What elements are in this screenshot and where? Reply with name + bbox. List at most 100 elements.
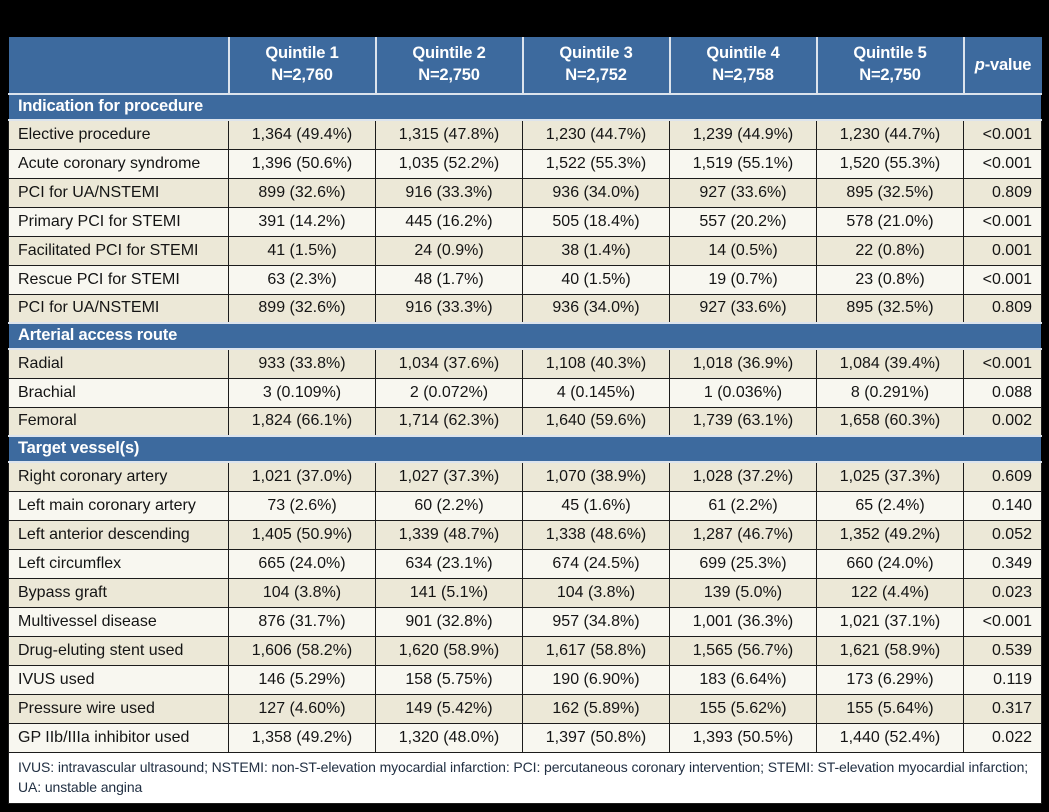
row-label: Facilitated PCI for STEMI (8, 235, 229, 266)
cell-value: 40 (1.5%) (522, 264, 670, 295)
cell-value: 1,352 (49.2%) (816, 519, 964, 550)
cell-value: 916 (33.3%) (375, 293, 523, 324)
row-label: Left anterior descending (8, 519, 229, 550)
cell-value: 3 (0.109%) (228, 377, 376, 408)
quintile-1-n: N=2,760 (271, 66, 333, 84)
cell-pvalue: 0.809 (963, 177, 1042, 208)
cell-value: 876 (31.7%) (228, 606, 376, 637)
cell-value: 1,320 (48.0%) (375, 722, 523, 753)
section-header-row: Indication for procedure (8, 93, 1042, 121)
table-row: Rescue PCI for STEMI 63 (2.3%) 48 (1.7%) 40… (8, 264, 1042, 295)
cell-value: 1,396 (50.6%) (228, 148, 376, 179)
cell-value: 1,520 (55.3%) (816, 148, 964, 179)
cell-value: 1,028 (37.2%) (669, 461, 817, 492)
column-header-quintile-3: Quintile 3 N=2,752 (521, 37, 670, 94)
cell-value: 1,739 (63.1%) (669, 406, 817, 437)
cell-pvalue: 0.539 (963, 635, 1042, 666)
cell-value: 674 (24.5%) (522, 548, 670, 579)
cell-value: 1,621 (58.9%) (816, 635, 964, 666)
cell-pvalue: 0.119 (963, 664, 1042, 695)
pvalue-rest: -value (984, 55, 1032, 74)
cell-value: 1,027 (37.3%) (375, 461, 523, 492)
cell-value: 927 (33.6%) (669, 293, 817, 324)
cell-value: 1,405 (50.9%) (228, 519, 376, 550)
cell-value: 936 (34.0%) (522, 293, 670, 324)
column-header-pvalue: p-value (962, 37, 1042, 94)
cell-value: 578 (21.0%) (816, 206, 964, 237)
cell-value: 1,239 (44.9%) (669, 119, 817, 150)
cell-pvalue: 0.809 (963, 293, 1042, 324)
section-title: Arterial access route (8, 322, 1042, 350)
table-row: PCI for UA/NSTEMI 899 (32.6%) 916 (33.3%) 9… (8, 177, 1042, 208)
cell-value: 445 (16.2%) (375, 206, 523, 237)
cell-pvalue: 0.022 (963, 722, 1042, 753)
header-row: Quintile 1 N=2,760 Quintile 2 N=2,750 Qu… (8, 37, 1042, 94)
cell-value: 141 (5.1%) (375, 577, 523, 608)
table-row: Primary PCI for STEMI 391 (14.2%) 445 (16.… (8, 206, 1042, 237)
cell-value: 1,606 (58.2%) (228, 635, 376, 666)
footnote-row: IVUS: intravascular ultrasound; NSTEMI: … (8, 751, 1042, 805)
cell-value: 1,084 (39.4%) (816, 348, 964, 379)
row-label: Drug-eluting stent used (8, 635, 229, 666)
cell-value: 61 (2.2%) (669, 490, 817, 521)
cell-value: 927 (33.6%) (669, 177, 817, 208)
cell-value: 73 (2.6%) (228, 490, 376, 521)
cell-value: 665 (24.0%) (228, 548, 376, 579)
cell-value: 65 (2.4%) (816, 490, 964, 521)
quintile-2-n: N=2,750 (418, 66, 480, 84)
row-label: Pressure wire used (8, 693, 229, 724)
cell-value: 1,658 (60.3%) (816, 406, 964, 437)
row-label: GP IIb/IIIa inhibitor used (8, 722, 229, 753)
table-row: Bypass graft 104 (3.8%) 141 (5.1%) 104 (3.8… (8, 577, 1042, 608)
cell-pvalue: 0.001 (963, 235, 1042, 266)
cell-value: 19 (0.7%) (669, 264, 817, 295)
corner-cell (8, 37, 229, 94)
cell-pvalue: 0.140 (963, 490, 1042, 521)
row-label: Left circumflex (8, 548, 229, 579)
row-label: Rescue PCI for STEMI (8, 264, 229, 295)
cell-value: 104 (3.8%) (522, 577, 670, 608)
cell-pvalue: <0.001 (963, 148, 1042, 179)
cell-value: 1,824 (66.1%) (228, 406, 376, 437)
cell-value: 149 (5.42%) (375, 693, 523, 724)
column-header-quintile-1: Quintile 1 N=2,760 (227, 37, 376, 94)
cell-value: 1,035 (52.2%) (375, 148, 523, 179)
table-row: Femoral 1,824 (66.1%) 1,714 (62.3%) 1,640 (… (8, 406, 1042, 437)
cell-value: 139 (5.0%) (669, 577, 817, 608)
table-row: Multivessel disease 876 (31.7%) 901 (32.8%… (8, 606, 1042, 637)
cell-pvalue: <0.001 (963, 606, 1042, 637)
row-label: Radial (8, 348, 229, 379)
row-label: PCI for UA/NSTEMI (8, 293, 229, 324)
row-label: Right coronary artery (8, 461, 229, 492)
section-title: Target vessel(s) (8, 435, 1042, 463)
cell-value: 23 (0.8%) (816, 264, 964, 295)
cell-value: 22 (0.8%) (816, 235, 964, 266)
table-row: Facilitated PCI for STEMI 41 (1.5%) 24 (0.… (8, 235, 1042, 266)
cell-value: 1,315 (47.8%) (375, 119, 523, 150)
quintile-5-n: N=2,750 (859, 66, 921, 84)
cell-value: 63 (2.3%) (228, 264, 376, 295)
cell-value: 190 (6.90%) (522, 664, 670, 695)
cell-value: 45 (1.6%) (522, 490, 670, 521)
cell-value: 916 (33.3%) (375, 177, 523, 208)
cell-value: 1,025 (37.3%) (816, 461, 964, 492)
table-row: Left circumflex 665 (24.0%) 634 (23.1%) 674… (8, 548, 1042, 579)
cell-value: 41 (1.5%) (228, 235, 376, 266)
cell-pvalue: 0.023 (963, 577, 1042, 608)
cell-value: 1,287 (46.7%) (669, 519, 817, 550)
cell-pvalue: <0.001 (963, 206, 1042, 237)
table-row: GP IIb/IIIa inhibitor used 1,358 (49.2%) 1… (8, 722, 1042, 753)
cell-value: 158 (5.75%) (375, 664, 523, 695)
cell-value: 155 (5.62%) (669, 693, 817, 724)
quintile-table: Quintile 1 N=2,760 Quintile 2 N=2,750 Qu… (8, 37, 1042, 805)
cell-value: 391 (14.2%) (228, 206, 376, 237)
cell-pvalue: <0.001 (963, 264, 1042, 295)
section-title: Indication for procedure (8, 93, 1042, 121)
cell-value: 1,230 (44.7%) (816, 119, 964, 150)
cell-value: 933 (33.8%) (228, 348, 376, 379)
column-header-quintile-2: Quintile 2 N=2,750 (374, 37, 523, 94)
cell-value: 1,001 (36.3%) (669, 606, 817, 637)
cell-value: 901 (32.8%) (375, 606, 523, 637)
cell-value: 2 (0.072%) (375, 377, 523, 408)
